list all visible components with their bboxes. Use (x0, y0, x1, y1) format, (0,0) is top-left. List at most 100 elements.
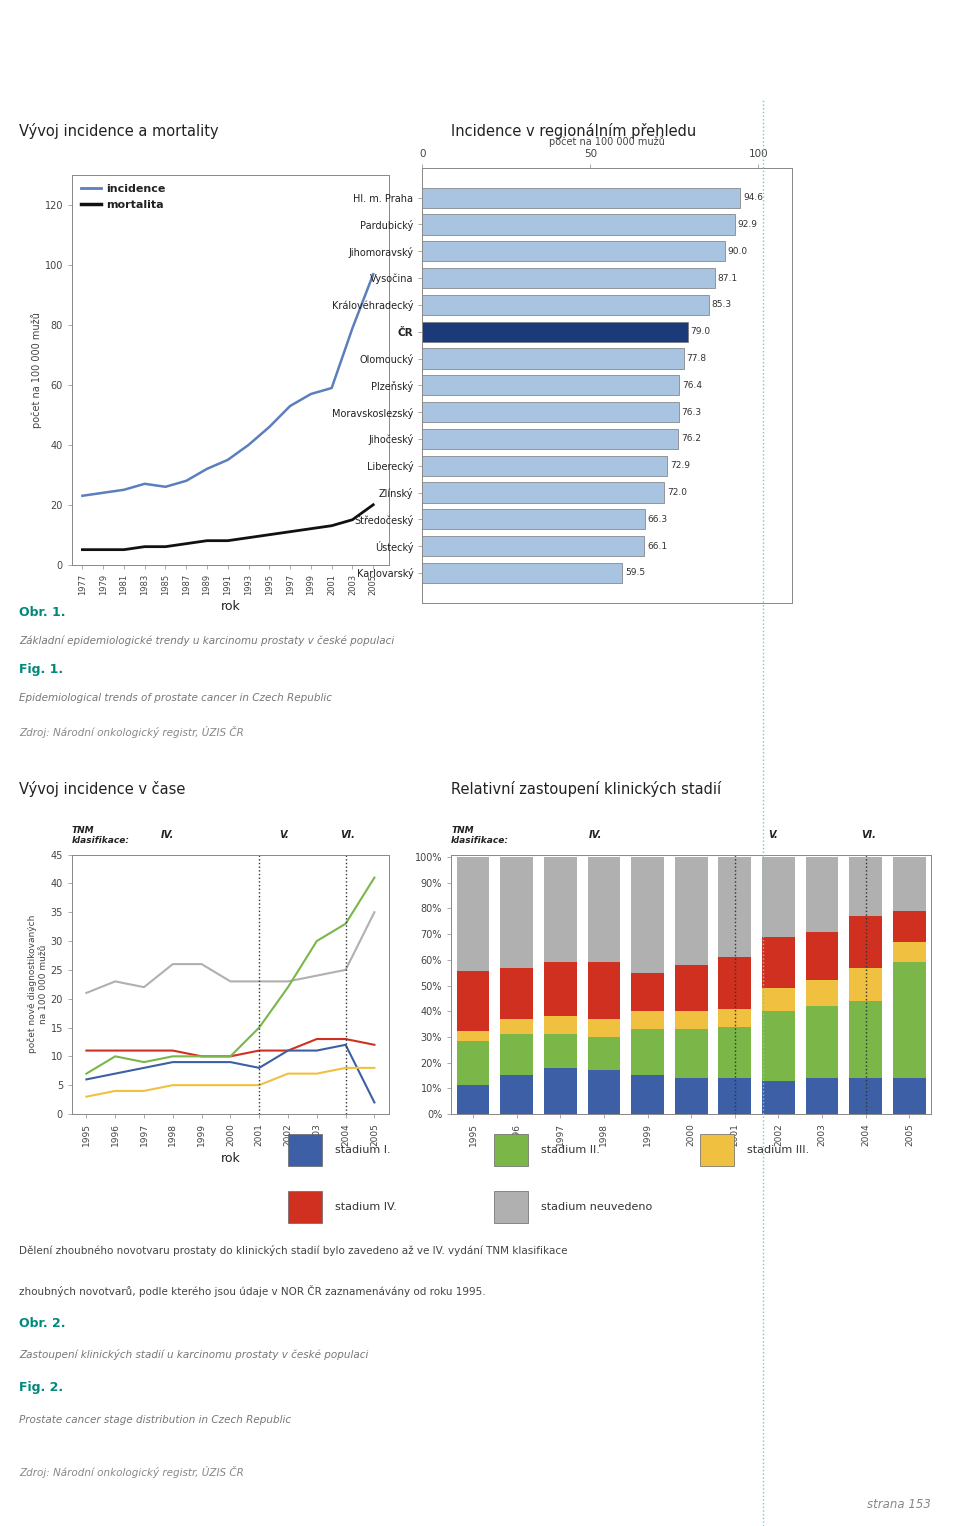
Bar (457, 1032, 490, 1041)
Text: stadium neuvedeno: stadium neuvedeno (540, 1202, 652, 1212)
Text: 59.5: 59.5 (625, 569, 645, 577)
Bar (631, 1012, 664, 1029)
Bar (422, 295, 709, 314)
Bar (631, 858, 664, 972)
Bar (544, 963, 577, 1016)
X-axis label: rok: rok (221, 600, 240, 613)
Text: stadium IV.: stadium IV. (335, 1202, 396, 1212)
Bar (675, 858, 708, 964)
Text: stadium II.: stadium II. (540, 1146, 600, 1155)
Bar (457, 858, 490, 971)
Text: IV.: IV. (160, 830, 174, 841)
Bar (631, 1076, 664, 1114)
Bar (422, 563, 622, 583)
Bar (422, 456, 667, 476)
Bar (422, 375, 679, 395)
Bar (893, 858, 925, 911)
Text: Vývoj incidence a mortality: Vývoj incidence a mortality (19, 124, 219, 139)
Bar (588, 963, 620, 1019)
Text: 66.1: 66.1 (647, 542, 667, 551)
Text: Zastoupení klinických stadií u karcinomu prostaty v české populaci: Zastoupení klinických stadií u karcinomu… (19, 1349, 369, 1361)
Text: Vývoj incidence v čase: Vývoj incidence v čase (19, 781, 185, 797)
Text: VI.: VI. (861, 830, 876, 841)
Text: Dělení zhoubného novotvaru prostaty do klinických stadií bylo zavedeno až ve IV.: Dělení zhoubného novotvaru prostaty do k… (19, 1245, 567, 1256)
Bar (422, 482, 664, 502)
Bar (422, 188, 740, 208)
Bar (850, 967, 882, 1001)
Text: Ces Urol 2009; 13(2): 149-160: Ces Urol 2009; 13(2): 149-160 (743, 47, 923, 61)
Text: 76.2: 76.2 (681, 435, 701, 444)
Bar (422, 401, 679, 423)
Bar (544, 1016, 577, 1035)
Text: Relativní zastoupení klinických stadií: Relativní zastoupení klinických stadií (451, 781, 721, 797)
Bar (893, 1077, 925, 1114)
X-axis label: rok: rok (221, 1152, 240, 1164)
Text: 66.3: 66.3 (648, 514, 668, 523)
Text: 87.1: 87.1 (718, 273, 738, 282)
Text: V.: V. (279, 830, 289, 841)
Text: Obr. 2.: Obr. 2. (19, 1317, 65, 1329)
Bar (493, 1134, 528, 1166)
Bar (288, 1134, 323, 1166)
Bar (544, 1068, 577, 1114)
Bar (588, 1070, 620, 1114)
Text: Fig. 2.: Fig. 2. (19, 1381, 63, 1395)
Y-axis label: počet na 100 000 mužů: počet na 100 000 mužů (31, 313, 41, 427)
Text: 76.3: 76.3 (682, 407, 702, 417)
Bar (850, 1001, 882, 1077)
Text: stadium I.: stadium I. (335, 1146, 391, 1155)
Bar (762, 858, 795, 937)
Bar (762, 1080, 795, 1114)
Bar (422, 322, 687, 342)
Bar (457, 1085, 490, 1114)
Bar (718, 858, 752, 957)
Text: 76.4: 76.4 (682, 382, 702, 389)
Bar (893, 942, 925, 963)
Bar (500, 858, 533, 967)
Bar (850, 858, 882, 916)
Bar (588, 1019, 620, 1038)
Bar (762, 989, 795, 1012)
Bar (544, 858, 577, 963)
Bar (631, 972, 664, 1012)
Text: Zdroj: Národní onkologický registr, ÚZIS ČR: Zdroj: Národní onkologický registr, ÚZIS… (19, 726, 244, 739)
Text: 92.9: 92.9 (737, 220, 757, 229)
Bar (893, 963, 925, 1077)
Text: TNM
klasifikace:: TNM klasifikace: (451, 826, 509, 845)
Text: Základní epidemiologické trendy u karcinomu prostaty v české populaci: Základní epidemiologické trendy u karcin… (19, 635, 395, 645)
Bar (422, 241, 725, 261)
Bar (422, 348, 684, 369)
Text: VI.: VI. (340, 830, 355, 841)
Bar (422, 215, 734, 235)
Bar (718, 1009, 752, 1027)
Text: zhoubných novotvarů, podle kterého jsou údaje v NOR ČR zaznamenávány od roku 199: zhoubných novotvarů, podle kterého jsou … (19, 1285, 486, 1297)
Bar (805, 931, 838, 980)
Bar (850, 916, 882, 967)
Bar (805, 1077, 838, 1114)
Bar (422, 510, 645, 530)
Text: Incidence v regionálním přehledu: Incidence v regionálním přehledu (451, 124, 696, 139)
Bar (288, 1190, 323, 1224)
Bar (718, 1077, 752, 1114)
Text: Fig. 1.: Fig. 1. (19, 664, 63, 676)
Text: Epidemiological trends of prostate cancer in Czech Republic: Epidemiological trends of prostate cance… (19, 693, 332, 703)
Bar (457, 971, 490, 1032)
Text: 77.8: 77.8 (686, 354, 707, 363)
Text: IV.: IV. (588, 830, 602, 841)
Bar (850, 1077, 882, 1114)
Text: Prostate cancer stage distribution in Czech Republic: Prostate cancer stage distribution in Cz… (19, 1415, 291, 1425)
Bar (631, 1029, 664, 1076)
Text: V.: V. (768, 830, 778, 841)
Bar (422, 429, 679, 449)
Text: 72.9: 72.9 (670, 461, 690, 470)
Text: TNM
klasifikace:: TNM klasifikace: (72, 826, 130, 845)
Text: 94.6: 94.6 (743, 194, 763, 201)
Bar (675, 1077, 708, 1114)
Text: Zdroj: Národní onkologický registr, ÚZIS ČR: Zdroj: Národní onkologický registr, ÚZIS… (19, 1466, 244, 1479)
Bar (588, 858, 620, 963)
Bar (500, 1076, 533, 1114)
Bar (675, 1029, 708, 1077)
Bar (500, 967, 533, 1019)
Bar (893, 911, 925, 942)
Bar (588, 1038, 620, 1070)
